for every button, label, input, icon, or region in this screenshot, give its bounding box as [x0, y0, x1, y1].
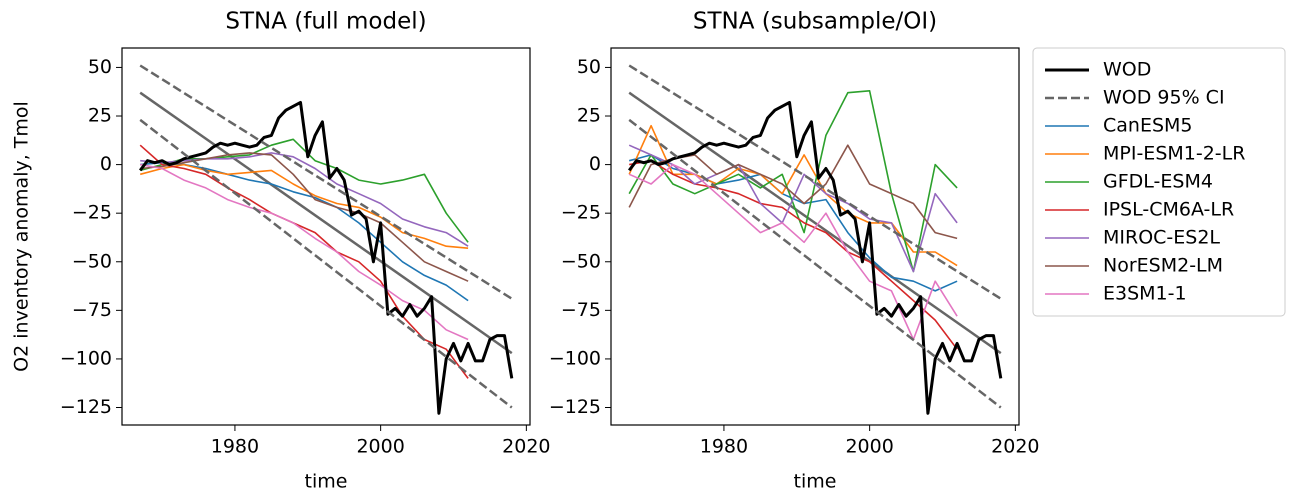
chart-title: STNA (full model): [225, 9, 426, 35]
series-line: [139, 138, 469, 243]
y-tick-label: 50: [88, 56, 112, 78]
series-line: [628, 64, 1002, 300]
x-tick-label: 2020: [991, 436, 1039, 458]
x-tick-label: 1980: [700, 436, 748, 458]
x-tick-label: 2020: [502, 436, 550, 458]
plot-area: [139, 64, 514, 415]
legend-label: CanESM5: [1103, 115, 1193, 137]
chart-title: STNA (subsample/OI): [693, 9, 937, 35]
y-tick-label: 0: [100, 153, 112, 175]
legend-label: E3SM1-1: [1103, 283, 1187, 305]
series-line: [139, 64, 513, 300]
y-axis-label: O2 inventory anomaly, Tmol: [11, 101, 33, 372]
axes-frame: [121, 47, 531, 426]
legend-label: MPI-ESM1-2-LR: [1103, 143, 1245, 165]
series-line: [140, 163, 469, 341]
series-line: [139, 144, 469, 379]
x-axis-label: time: [794, 471, 837, 493]
series-line: [628, 124, 958, 267]
x-tick-label: 2000: [356, 436, 404, 458]
axes-frame: [610, 47, 1020, 426]
y-tick-label: −100: [60, 347, 112, 369]
y-tick-label: −50: [561, 250, 601, 272]
y-tick-label: −125: [549, 396, 601, 418]
y-tick-label: 50: [577, 56, 601, 78]
y-tick-label: −125: [60, 396, 112, 418]
series-line: [139, 100, 514, 415]
series-line: [628, 100, 1003, 415]
series-line: [628, 144, 958, 240]
series-line: [140, 152, 469, 282]
trend-line: [139, 91, 513, 355]
legend-label: WOD 95% CI: [1103, 87, 1225, 109]
x-axis-label: time: [305, 471, 348, 493]
series-line: [628, 90, 958, 273]
trend-line: [628, 91, 1002, 355]
y-tick-label: −25: [561, 202, 601, 224]
y-tick-label: −75: [72, 299, 112, 321]
legend-label: WOD: [1103, 59, 1151, 81]
y-tick-label: −100: [549, 347, 601, 369]
legend-label: IPSL-CM6A-LR: [1103, 199, 1234, 221]
y-tick-label: 25: [88, 105, 112, 127]
legend-label: NorESM2-LM: [1103, 255, 1223, 277]
series-line: [140, 152, 469, 247]
y-tick-label: −25: [72, 202, 112, 224]
series-line: [139, 163, 469, 249]
y-tick-label: −75: [561, 299, 601, 321]
y-tick-label: 0: [589, 153, 601, 175]
y-tick-label: −50: [72, 250, 112, 272]
series-line: [629, 159, 958, 350]
series-line-lower: [139, 118, 513, 409]
x-tick-label: 2000: [845, 436, 893, 458]
plot-area: [628, 64, 1003, 415]
legend-frame: [1032, 47, 1286, 317]
series-line: [628, 144, 958, 273]
y-tick-label: 25: [577, 105, 601, 127]
series-line-lower: [628, 118, 1002, 409]
legend-label: GFDL-ESM4: [1103, 171, 1213, 193]
x-tick-label: 1980: [211, 436, 259, 458]
series-line: [140, 161, 469, 302]
series-line: [628, 163, 958, 341]
legend-label: MIROC-ES2L: [1103, 227, 1220, 249]
